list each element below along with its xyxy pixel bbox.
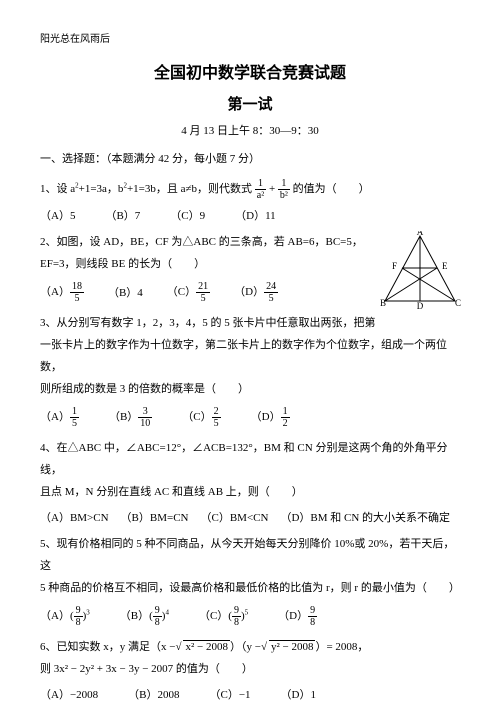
section-heading: 一、选择题：（本题满分 42 分，每小题 7 分）	[40, 150, 460, 170]
q3-option-d: （D）12	[251, 406, 290, 429]
svg-text:B: B	[380, 298, 386, 308]
q1-option-a: （A）5	[40, 207, 75, 223]
q3-line1: 3、从分别写有数字 1，2，3，4，5 的 5 张卡片中任意取出两张，把第	[40, 312, 460, 334]
q5-option-c: （C）(98)5	[199, 605, 248, 628]
page-title: 全国初中数学联合竞赛试题	[40, 59, 460, 83]
q4-line2: 且点 M，N 分别在直线 AC 和直线 AB 上，则（ ）	[40, 481, 460, 503]
triangle-diagram: A B C D E F	[375, 231, 465, 311]
q5-option-d: （D）98	[278, 605, 317, 628]
q1-frac1: 1a²	[255, 178, 266, 201]
svg-text:E: E	[442, 261, 448, 271]
q4-option-a: （A）BM>CN	[40, 509, 109, 525]
q1-option-b: （B）7	[105, 207, 140, 223]
question-5: 5、现有价格相同的 5 种不同商品，从今天开始每天分别降价 10%或 20%，若…	[40, 533, 460, 599]
q2-options: （A）185 （B）4 （C）215 （D）245	[40, 281, 365, 304]
q5-option-a: （A）(98)3	[40, 605, 90, 628]
q3-option-b: （B）310	[109, 406, 152, 429]
svg-text:D: D	[417, 301, 424, 311]
timing-info: 4 月 13 日上午 8：30—9：30	[40, 122, 460, 138]
q6-line2: 则 3x² − 2y² + 3x − 3y − 2007 的值为（ ）	[40, 658, 460, 680]
subtitle: 第一试	[40, 93, 460, 114]
question-2: 2、如图，设 AD，BE，CF 为△ABC 的三条高，若 AB=6，BC=5， …	[40, 231, 365, 275]
question-4: 4、在△ABC 中，∠ABC=12°，∠ACB=132°，BM 和 CN 分别是…	[40, 437, 460, 503]
q4-option-c: （C）BM<CN	[201, 509, 269, 525]
q2-line1: 2、如图，设 AD，BE，CF 为△ABC 的三条高，若 AB=6，BC=5，	[40, 231, 365, 253]
q6-option-b: （B）2008	[128, 686, 179, 702]
q3-line2: 一张卡片上的数字作为十位数字，第二张卡片上的数字作为个位数字，组成一个两位数，	[40, 334, 460, 378]
q6-option-c: （C）−1	[210, 686, 251, 702]
q2-option-b: （B）4	[108, 284, 143, 300]
q1-option-d: （D）11	[235, 207, 276, 223]
q3-option-a: （A）15	[40, 406, 79, 429]
q4-line1: 4、在△ABC 中，∠ABC=12°，∠ACB=132°，BM 和 CN 分别是…	[40, 437, 460, 481]
svg-text:A: A	[417, 231, 424, 237]
q5-options: （A）(98)3 （B）(98)4 （C）(98)5 （D）98	[40, 605, 460, 628]
q2-option-d: （D）245	[234, 281, 278, 304]
q2-option-a: （A）185	[40, 281, 84, 304]
q6-option-d: （D）1	[281, 686, 316, 702]
q3-line3: 则所组成的数是 3 的倍数的概率是（ ）	[40, 378, 460, 400]
question-3: 3、从分别写有数字 1，2，3，4，5 的 5 张卡片中任意取出两张，把第 一张…	[40, 312, 460, 400]
q5-line2: 5 种商品的价格互不相同，设最高价格和最低价格的比值为 r，则 r 的最小值为（…	[40, 577, 460, 599]
q1-text: 1、设 a	[40, 183, 75, 195]
svg-text:F: F	[392, 261, 397, 271]
q4-options: （A）BM>CN （B）BM=CN （C）BM<CN （D）BM 和 CN 的大…	[40, 509, 460, 525]
q2-line2: EF=3，则线段 BE 的长为（ ）	[40, 253, 365, 275]
q1-options: （A）5 （B）7 （C）9 （D）11	[40, 207, 460, 223]
question-6: 6、已知实数 x，y 满足（x −x² − 2008）（y −y² − 2008…	[40, 636, 460, 680]
q1-frac2: 1b²	[278, 178, 290, 201]
q6-option-a: （A）−2008	[40, 686, 98, 702]
q3-option-c: （C）25	[182, 406, 220, 429]
q1-option-c: （C）9	[170, 207, 205, 223]
q5-option-b: （B）(98)4	[120, 605, 169, 628]
header-note: 阳光总在风雨后	[40, 30, 460, 45]
q2-option-c: （C）215	[167, 281, 210, 304]
q4-option-b: （B）BM=CN	[121, 509, 189, 525]
question-1: 1、设 a2+1=3a，b2+1=3b，且 a≠b，则代数式 1a² + 1b²…	[40, 178, 460, 201]
q6-line1: 6、已知实数 x，y 满足（x −x² − 2008）（y −y² − 2008…	[40, 636, 460, 658]
q6-options: （A）−2008 （B）2008 （C）−1 （D）1	[40, 686, 460, 702]
svg-text:C: C	[455, 298, 461, 308]
q5-line1: 5、现有价格相同的 5 种不同商品，从今天开始每天分别降价 10%或 20%，若…	[40, 533, 460, 577]
q4-option-d: （D）BM 和 CN 的大小关系不确定	[280, 509, 450, 525]
q3-options: （A）15 （B）310 （C）25 （D）12	[40, 406, 460, 429]
